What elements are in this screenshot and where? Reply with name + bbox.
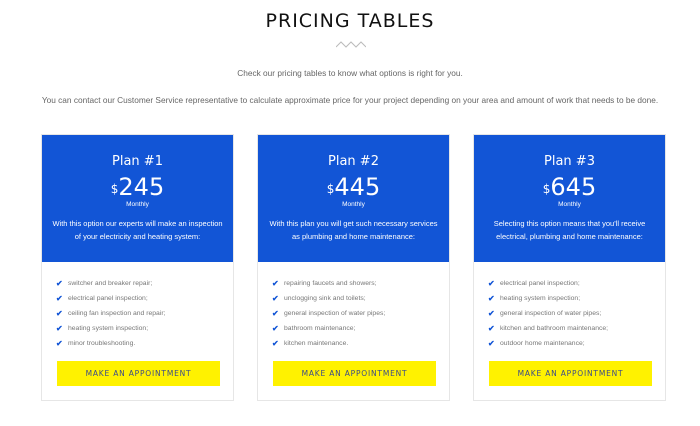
plan-name: Plan #3 bbox=[544, 154, 595, 169]
check-icon: ✔ bbox=[272, 294, 279, 303]
card-header: Plan #2 $445 Monthly With this plan you … bbox=[258, 135, 449, 262]
feature-label: bathroom maintenance; bbox=[284, 325, 356, 332]
contact-text: You can contact our Customer Service rep… bbox=[41, 95, 659, 105]
billing-period: Monthly bbox=[126, 201, 149, 208]
feature-label: electrical panel inspection; bbox=[68, 295, 148, 302]
check-icon: ✔ bbox=[488, 294, 495, 303]
pricing-card: Plan #3 $645 Monthly Selecting this opti… bbox=[473, 134, 666, 401]
feature-label: general inspection of water pipes; bbox=[500, 310, 602, 317]
price-value: 645 bbox=[550, 173, 597, 201]
check-icon: ✔ bbox=[56, 279, 63, 288]
feature-list: ✔ electrical panel inspection; ✔ heating sy… bbox=[488, 276, 665, 351]
feature-label: kitchen and bathroom maintenance; bbox=[500, 325, 609, 332]
feature-label: electrical panel inspection; bbox=[500, 280, 580, 287]
price-value: 245 bbox=[118, 173, 165, 201]
pricing-card: Plan #2 $445 Monthly With this plan you … bbox=[257, 134, 450, 401]
feature-item: ✔ electrical panel inspection; bbox=[488, 276, 665, 291]
check-icon: ✔ bbox=[272, 339, 279, 348]
currency: $ bbox=[110, 182, 119, 196]
check-icon: ✔ bbox=[56, 309, 63, 318]
feature-label: repairing faucets and showers; bbox=[284, 280, 377, 287]
feature-item: ✔ repairing faucets and showers; bbox=[272, 276, 449, 291]
card-header: Plan #3 $645 Monthly Selecting this opti… bbox=[474, 135, 665, 262]
check-icon: ✔ bbox=[272, 279, 279, 288]
check-icon: ✔ bbox=[272, 324, 279, 333]
feature-label: outdoor home maintenance; bbox=[500, 340, 585, 347]
feature-item: ✔ general inspection of water pipes; bbox=[272, 306, 449, 321]
check-icon: ✔ bbox=[272, 309, 279, 318]
currency: $ bbox=[326, 182, 335, 196]
plan-price: $645 bbox=[474, 175, 665, 199]
feature-item: ✔ unclogging sink and toilets; bbox=[272, 291, 449, 306]
plan-description: With this plan you will get such necessa… bbox=[269, 219, 438, 241]
make-appointment-button[interactable]: MAKE AN APPOINTMENT bbox=[489, 361, 652, 386]
feature-list: ✔ switcher and breaker repair; ✔ electrical… bbox=[56, 276, 233, 351]
billing-period: Monthly bbox=[558, 201, 581, 208]
plan-price: $245 bbox=[42, 175, 233, 199]
plan-price: $445 bbox=[258, 175, 449, 199]
check-icon: ✔ bbox=[488, 309, 495, 318]
price-value: 445 bbox=[334, 173, 381, 201]
page-title: PRICING TABLES bbox=[265, 10, 435, 32]
feature-item: ✔ outdoor home maintenance; bbox=[488, 336, 665, 351]
plan-name: Plan #1 bbox=[112, 154, 163, 169]
plan-description: With this option our experts will make a… bbox=[52, 219, 223, 241]
feature-label: heating system inspection; bbox=[68, 325, 149, 332]
feature-label: ceiling fan inspection and repair; bbox=[68, 310, 166, 317]
zigzag-divider-icon bbox=[336, 41, 366, 48]
feature-label: heating system inspection; bbox=[500, 295, 581, 302]
check-icon: ✔ bbox=[56, 339, 63, 348]
feature-label: minor troubleshooting. bbox=[68, 340, 136, 347]
make-appointment-button[interactable]: MAKE AN APPOINTMENT bbox=[273, 361, 436, 386]
feature-item: ✔ general inspection of water pipes; bbox=[488, 306, 665, 321]
feature-label: unclogging sink and toilets; bbox=[284, 295, 366, 302]
intro-text: Check our pricing tables to know what op… bbox=[237, 68, 463, 78]
feature-item: ✔ heating system inspection; bbox=[56, 321, 233, 336]
make-appointment-button[interactable]: MAKE AN APPOINTMENT bbox=[57, 361, 220, 386]
feature-item: ✔ switcher and breaker repair; bbox=[56, 276, 233, 291]
feature-item: ✔ heating system inspection; bbox=[488, 291, 665, 306]
feature-label: kitchen maintenance. bbox=[284, 340, 349, 347]
card-header: Plan #1 $245 Monthly With this option ou… bbox=[42, 135, 233, 262]
billing-period: Monthly bbox=[342, 201, 365, 208]
plan-name: Plan #2 bbox=[328, 154, 379, 169]
plan-description: Selecting this option means that you'll … bbox=[493, 219, 646, 241]
currency: $ bbox=[542, 182, 551, 196]
check-icon: ✔ bbox=[56, 324, 63, 333]
feature-label: switcher and breaker repair; bbox=[68, 280, 153, 287]
feature-label: general inspection of water pipes; bbox=[284, 310, 386, 317]
check-icon: ✔ bbox=[488, 324, 495, 333]
feature-item: ✔ bathroom maintenance; bbox=[272, 321, 449, 336]
feature-item: ✔ minor troubleshooting. bbox=[56, 336, 233, 351]
feature-item: ✔ electrical panel inspection; bbox=[56, 291, 233, 306]
feature-item: ✔ ceiling fan inspection and repair; bbox=[56, 306, 233, 321]
check-icon: ✔ bbox=[488, 279, 495, 288]
check-icon: ✔ bbox=[488, 339, 495, 348]
check-icon: ✔ bbox=[56, 294, 63, 303]
feature-item: ✔ kitchen maintenance. bbox=[272, 336, 449, 351]
feature-list: ✔ repairing faucets and showers; ✔ uncloggi… bbox=[272, 276, 449, 351]
pricing-card: Plan #1 $245 Monthly With this option ou… bbox=[41, 134, 234, 401]
feature-item: ✔ kitchen and bathroom maintenance; bbox=[488, 321, 665, 336]
